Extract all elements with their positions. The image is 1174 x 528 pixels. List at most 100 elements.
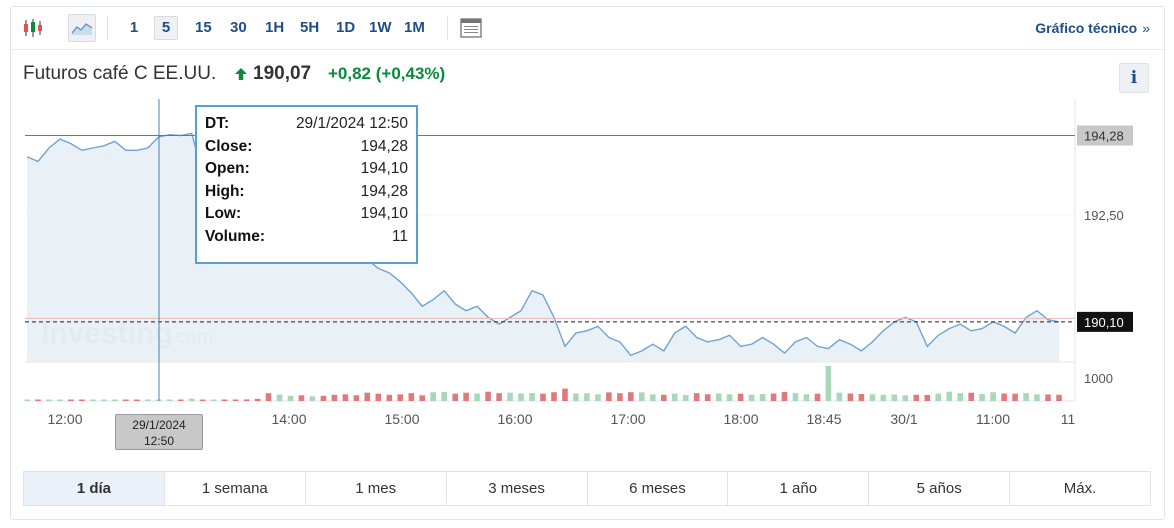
period-tab[interactable]: 1 año <box>728 472 870 505</box>
price-chart[interactable]: Investing.com192,50194,28190,10100012:00… <box>11 7 1166 521</box>
timeframe-1h[interactable]: 1H <box>265 19 285 36</box>
volume-bar <box>540 393 546 401</box>
volume-bar <box>134 399 140 401</box>
timeframe-1[interactable]: 1 <box>129 19 139 36</box>
volume-bar <box>452 393 458 401</box>
tooltip-value: 194,28 <box>360 137 408 155</box>
volume-bar <box>408 393 415 401</box>
instrument-name: Futuros café C EE.UU. <box>23 63 217 84</box>
period-tab[interactable]: 5 años <box>869 472 1011 505</box>
tooltip-value: 29/1/2024 12:50 <box>295 115 408 132</box>
volume-bar <box>320 395 327 401</box>
volume-bar <box>101 399 107 401</box>
volume-bar <box>847 393 854 401</box>
period-tab[interactable]: 1 día <box>24 472 165 505</box>
period-tab[interactable]: 1 mes <box>306 472 447 505</box>
period-tab[interactable]: 3 meses <box>447 472 588 505</box>
x-tick-label: 30/1 <box>890 411 917 427</box>
volume-bar <box>639 392 645 401</box>
volume-bar <box>529 393 535 401</box>
timeframe-5[interactable]: 5 <box>154 16 178 40</box>
volume-bar <box>254 398 261 401</box>
x-tick-label: 18:45 <box>806 411 841 427</box>
area-chart-icon[interactable] <box>68 14 96 42</box>
current-price-box <box>1077 311 1133 332</box>
volume-bar <box>562 388 568 401</box>
x-tick-label: 11:00 <box>976 411 1010 427</box>
toolbar-divider <box>107 16 108 40</box>
candlestick-chart-icon[interactable] <box>19 14 47 42</box>
timeframe-1m[interactable]: 1M <box>404 19 425 36</box>
period-tab[interactable]: 6 meses <box>588 472 729 505</box>
tooltip-key: Volume: <box>205 227 265 245</box>
volume-bar <box>858 394 865 401</box>
volume-bar <box>57 399 63 401</box>
period-tab[interactable]: Máx. <box>1063 480 1097 497</box>
tooltip-key: Open: <box>205 160 250 178</box>
volume-bar <box>957 393 963 401</box>
volume-bar <box>803 394 810 401</box>
volume-bar <box>880 394 887 401</box>
tooltip-row: Volume: 11 <box>205 226 408 249</box>
volume-bar <box>671 393 678 401</box>
volume-bar <box>661 394 667 401</box>
technical-chart-label: Gráfico técnico <box>1035 20 1138 36</box>
volume-bar <box>946 391 952 401</box>
volume-bar <box>935 393 941 401</box>
volume-bar <box>375 393 382 401</box>
volume-bar <box>221 399 228 401</box>
volume-bar <box>584 393 590 401</box>
double-chevron-right-icon: » <box>1142 20 1150 36</box>
volume-bar <box>177 399 184 401</box>
timeframe-30[interactable]: 30 <box>230 19 247 36</box>
x-tick-label: 18:00 <box>723 411 758 427</box>
crosshair-time: 12:50 <box>143 434 175 448</box>
volume-bar <box>682 395 689 401</box>
x-tick-label: 11 <box>1061 411 1076 427</box>
volume-bar <box>112 399 118 401</box>
current-price-label: 190,10 <box>1084 315 1124 330</box>
volume-bar <box>309 396 316 401</box>
volume-bar <box>243 399 250 401</box>
toolbar-divider <box>447 16 448 40</box>
volume-bar <box>287 395 294 401</box>
crosshair-date: 29/1/2024 <box>132 418 186 432</box>
volume-bar <box>573 393 579 401</box>
volume-bar <box>123 399 129 401</box>
crosshair-price-box <box>1077 125 1133 146</box>
volume-bar <box>990 392 996 401</box>
volume-bar <box>232 399 239 401</box>
volume-bar <box>518 393 524 401</box>
volume-bar <box>595 394 601 401</box>
volume-bar <box>726 394 733 401</box>
technical-chart-link[interactable]: Gráfico técnico» <box>1035 20 1150 36</box>
chart-widget: 1 5 15 30 1H 5H 1D 1W 1M Gráfico técnico» Futuro… <box>10 6 1165 520</box>
timeframe-5h[interactable]: 5H <box>300 19 320 36</box>
chart-toolbar: 1 5 15 30 1H 5H 1D 1W 1M Gráfico técnico» <box>11 7 1164 50</box>
volume-bar <box>496 393 502 401</box>
volume-bar <box>1045 394 1051 401</box>
tooltip-value: 194,10 <box>360 205 408 223</box>
tooltip-row: High: 194,28 <box>205 181 408 204</box>
data-tooltip: DT: 29/1/2024 12:50 Close: 194,28 Open: 194,1… <box>195 105 418 264</box>
volume-bar <box>1023 393 1029 401</box>
timeframe-1w[interactable]: 1W <box>369 19 392 36</box>
volume-bar <box>781 391 788 401</box>
info-button[interactable]: i <box>1119 63 1149 93</box>
period-tabs: 1 día 1 semana 1 mes 3 meses 6 meses 1 año 5 a… <box>23 471 1151 506</box>
timeframe-15[interactable]: 15 <box>195 19 212 36</box>
volume-bar <box>924 395 931 401</box>
timeframe-1d[interactable]: 1D <box>336 19 356 36</box>
volume-bar <box>704 394 711 401</box>
volume-bar <box>298 395 305 401</box>
period-tab[interactable]: 1 semana <box>165 472 306 505</box>
volume-tick-label: 1000 <box>1084 371 1113 386</box>
volume-bar <box>441 391 447 401</box>
volume-bar <box>1056 394 1062 401</box>
table-view-icon[interactable] <box>457 14 485 42</box>
price-area <box>27 133 1059 362</box>
volume-bar <box>825 366 832 401</box>
volume-bar <box>79 399 85 401</box>
volume-bar <box>35 399 41 401</box>
change-percent: (+0,43%) <box>375 64 446 83</box>
